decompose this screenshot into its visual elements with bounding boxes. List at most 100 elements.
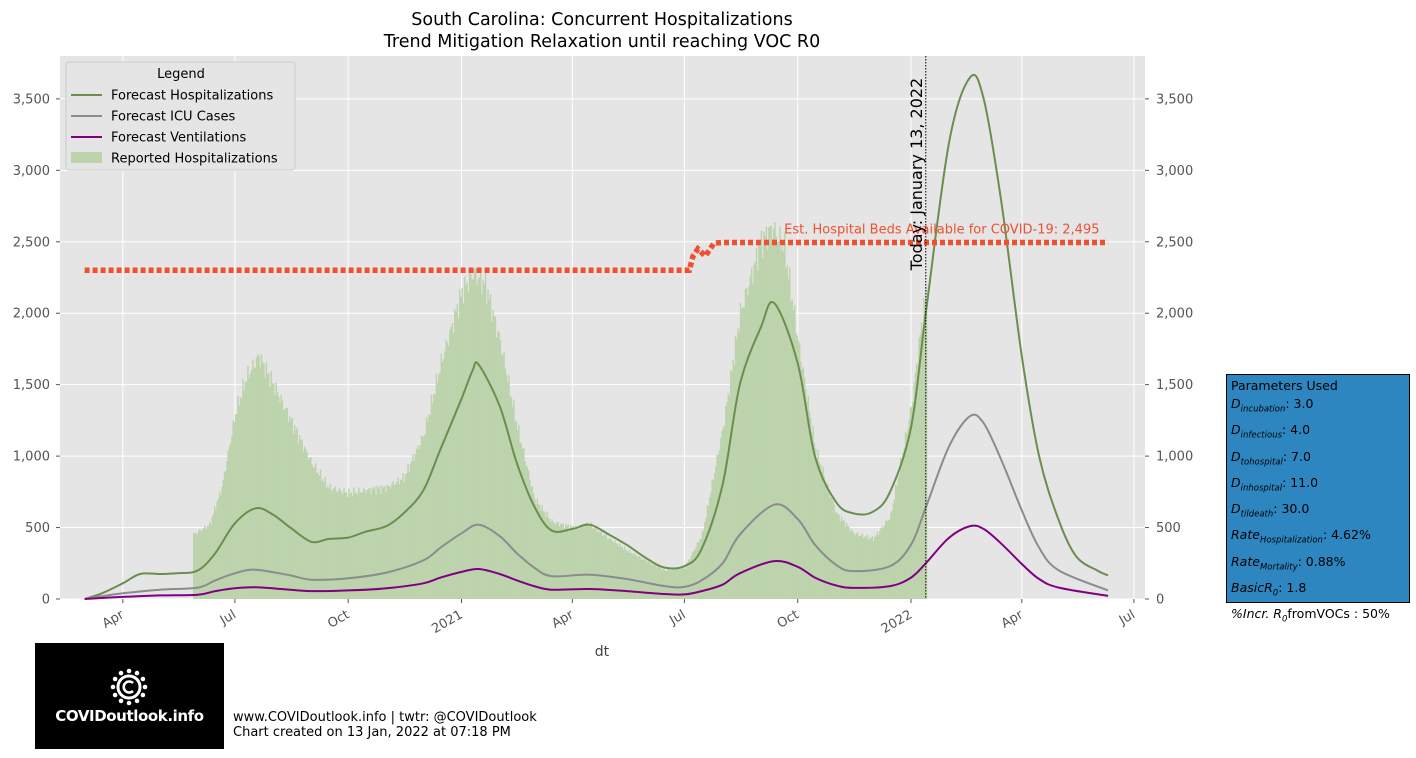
reported-hospitalization-bar — [915, 363, 918, 599]
reported-hospitalization-bar — [509, 395, 511, 599]
reported-hospitalization-bar — [461, 288, 463, 599]
reported-hospitalization-bar — [399, 479, 402, 599]
reported-hospitalization-bar — [690, 556, 693, 599]
reported-hospitalization-bar — [828, 490, 830, 599]
reported-hospitalization-bar — [822, 466, 824, 599]
reported-hospitalization-bar — [569, 525, 572, 599]
reported-hospitalization-bar — [784, 232, 786, 599]
y-tick-label-right: 2,000 — [1156, 307, 1193, 322]
reported-hospitalization-bar — [548, 518, 551, 599]
reported-hospitalization-bar — [866, 534, 869, 599]
parameter-value: : 11.0 — [1282, 474, 1319, 490]
reported-hospitalization-bar — [689, 559, 691, 599]
reported-hospitalization-bar — [537, 504, 540, 599]
reported-hospitalization-bar — [763, 231, 765, 600]
reported-hospitalization-bar — [436, 382, 439, 599]
reported-hospitalization-bar — [830, 497, 833, 599]
reported-hospitalization-bar — [780, 250, 782, 599]
reported-hospitalization-bar — [814, 448, 817, 599]
reported-hospitalization-bar — [470, 274, 472, 599]
reported-hospitalization-bar — [486, 304, 488, 599]
reported-hospitalization-bar — [625, 550, 627, 599]
reported-hospitalization-bar — [885, 520, 887, 599]
parameter-value: : 4.0 — [1282, 422, 1311, 438]
legend-box — [65, 61, 296, 171]
parameter-row: RateHospitalization: 4.62% — [1231, 525, 1405, 551]
reported-hospitalization-bar — [414, 453, 417, 599]
reported-hospitalization-bar — [532, 493, 535, 599]
reported-hospitalization-bar — [891, 510, 893, 599]
reported-hospitalization-bar — [839, 521, 842, 599]
reported-hospitalization-bar — [673, 568, 675, 599]
reported-hospitalization-bar — [774, 222, 776, 599]
reported-hospitalization-bar — [832, 500, 834, 599]
parameter-subscript: inhospital — [1240, 483, 1283, 494]
parameter-row: %Incr. R0fromVOCs : 50% — [1231, 604, 1405, 630]
reported-hospitalization-bar — [922, 330, 924, 599]
reported-hospitalization-bar — [376, 486, 378, 599]
reported-hospitalization-bar — [865, 537, 867, 599]
parameter-symbol: D — [1231, 422, 1241, 438]
reported-hospitalization-bar — [700, 538, 702, 599]
reported-hospitalization-bar — [557, 522, 559, 599]
reported-hospitalization-bar — [810, 418, 812, 599]
reported-hospitalization-bar — [451, 323, 454, 599]
reported-hospitalization-bar — [737, 328, 739, 599]
reported-hospitalization-bar — [601, 536, 604, 599]
parameter-symbol: Rate — [1231, 527, 1260, 543]
reported-hospitalization-bar — [465, 285, 467, 599]
reported-hospitalization-bar — [750, 267, 753, 599]
reported-hospitalization-bar — [711, 479, 713, 599]
reported-hospitalization-bar — [798, 343, 801, 599]
reported-hospitalization-bar — [457, 318, 460, 599]
reported-hospitalization-bar — [294, 425, 296, 599]
reported-hospitalization-bar — [493, 316, 495, 599]
reported-hospitalization-bar — [578, 529, 580, 599]
reported-hospitalization-bar — [371, 487, 374, 599]
reported-hospitalization-bar — [245, 381, 248, 599]
reported-hospitalization-bar — [685, 565, 688, 599]
y-tick-label-right: 500 — [1156, 521, 1181, 536]
reported-hospitalization-bar — [238, 405, 241, 599]
reported-hospitalization-bar — [856, 532, 859, 599]
reported-hospitalization-bar — [705, 517, 707, 599]
reported-hospitalization-bar — [732, 359, 734, 599]
reported-hospitalization-bar — [653, 564, 656, 599]
reported-hospitalization-bar — [529, 479, 531, 599]
reported-hospitalization-bar — [556, 521, 558, 599]
reported-hospitalization-bar — [472, 279, 475, 599]
reported-hospitalization-bar — [911, 406, 913, 599]
reported-hospitalization-bar — [854, 535, 856, 599]
reported-hospitalization-bar — [786, 265, 789, 599]
y-tick-label-right: 3,000 — [1156, 164, 1193, 179]
reported-hospitalization-bar — [403, 482, 406, 599]
reported-hospitalization-bar — [778, 240, 780, 599]
reported-hospitalization-bar — [614, 540, 616, 599]
reported-hospitalization-bar — [845, 522, 848, 599]
reported-hospitalization-bar — [223, 471, 226, 599]
reported-hospitalization-bar — [361, 492, 364, 599]
reported-hospitalization-bar — [902, 452, 904, 599]
logo-text: COVIDoutlook.info — [55, 707, 204, 725]
reported-hospitalization-bar — [239, 397, 242, 599]
logo-spike — [134, 698, 140, 704]
reported-hospitalization-bar — [821, 471, 823, 599]
reported-hospitalization-bar — [455, 312, 457, 599]
reported-hospitalization-bar — [308, 457, 311, 599]
parameter-row: Dinhospital: 11.0 — [1231, 473, 1405, 499]
reported-hospitalization-bar — [595, 525, 598, 599]
reported-hospitalization-bar — [807, 396, 809, 599]
reported-hospitalization-bar — [606, 538, 609, 599]
reported-hospitalization-bar — [409, 463, 412, 599]
reported-hospitalization-bar — [572, 525, 574, 599]
reported-hospitalization-bar — [834, 513, 837, 599]
reported-hospitalization-bar — [387, 485, 390, 599]
virus-logo-icon — [110, 668, 148, 706]
reported-hospitalization-bar — [646, 562, 648, 599]
reported-hospitalization-bar — [418, 448, 420, 599]
reported-hospitalization-bar — [228, 446, 231, 599]
reported-hospitalization-bar — [661, 569, 663, 599]
reported-hospitalization-bar — [471, 279, 473, 599]
reported-hospitalization-bar — [680, 567, 683, 599]
reported-hospitalization-bar — [859, 535, 861, 599]
